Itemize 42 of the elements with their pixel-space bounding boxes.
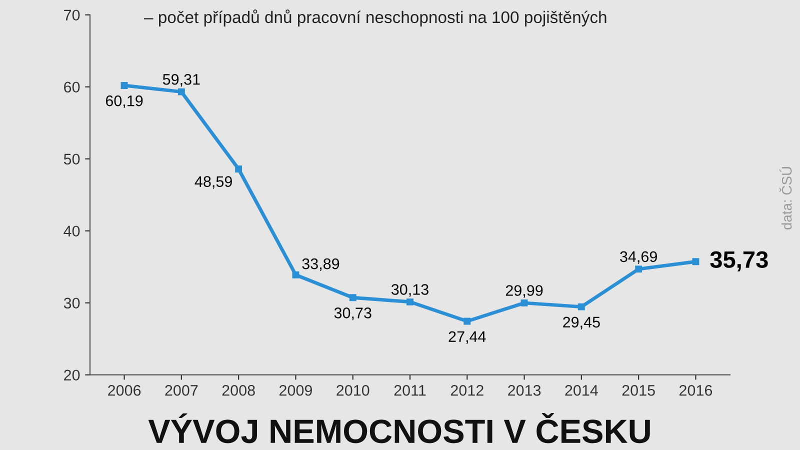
- point: [120, 82, 128, 89]
- data-label: 33,89: [302, 258, 340, 272]
- data-label: 29,99: [506, 285, 543, 298]
- text: VÝVOJ NEMOCNOSTI V ČESKU: [148, 413, 650, 444]
- data-label: 35,73: [710, 251, 768, 272]
- x-tick-label: 2016: [679, 384, 712, 396]
- data-label: 60,19: [106, 95, 143, 108]
- data-label: 30,13: [391, 284, 428, 297]
- point: [635, 266, 642, 273]
- y-tick-label: 40: [64, 226, 80, 237]
- point: [464, 318, 471, 325]
- y-tick-label: 70: [64, 10, 80, 21]
- chart-subtitle: – počet případů dnů pracovní neschopnosti na 100 pojištěných: [144, 10, 606, 26]
- point: [520, 299, 528, 306]
- y-tick-label: 60: [64, 82, 80, 93]
- point: [578, 303, 585, 310]
- x-tick-label: 2014: [565, 384, 598, 396]
- data-label: 29,45: [563, 316, 600, 330]
- data-label: 48,59: [194, 176, 232, 189]
- point: [178, 88, 185, 96]
- x-tick-label: 2007: [165, 384, 198, 396]
- data-label: 59,31: [162, 74, 200, 87]
- x-tick-label: 2015: [622, 384, 655, 396]
- x-tick-label: 2008: [222, 384, 255, 396]
- text: data: ČSÚ: [779, 167, 792, 230]
- data-label: 30,73: [334, 308, 372, 320]
- y-tick-label: 20: [64, 370, 80, 381]
- point: [235, 166, 242, 172]
- x-tick-label: 2013: [508, 384, 541, 396]
- y-tick-label: 30: [64, 298, 80, 309]
- point: [406, 298, 414, 306]
- x-tick-label: 2010: [336, 384, 370, 396]
- point: [349, 294, 356, 302]
- x-tick-label: 2012: [450, 384, 484, 396]
- y-tick-label: 50: [64, 154, 80, 165]
- point: [692, 258, 700, 266]
- x-tick-label: 2011: [394, 384, 426, 396]
- x-tick-label: 2006: [108, 384, 141, 396]
- data-label: 27,44: [448, 331, 486, 344]
- point: [292, 271, 300, 278]
- x-tick-label: 2009: [279, 384, 312, 396]
- data-label: 34,69: [620, 251, 657, 264]
